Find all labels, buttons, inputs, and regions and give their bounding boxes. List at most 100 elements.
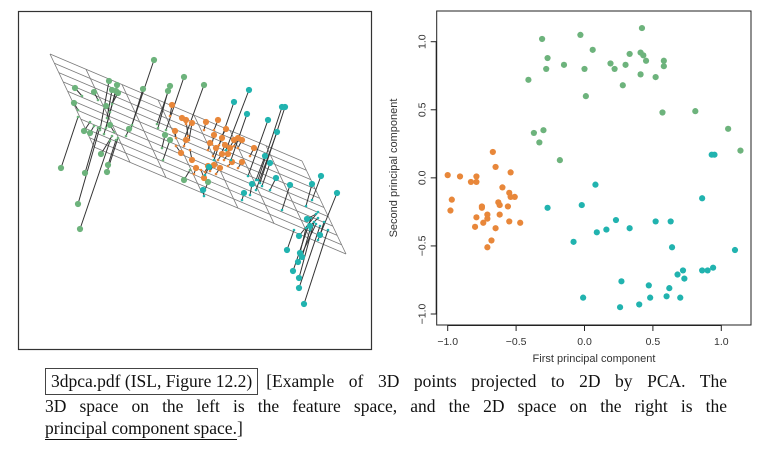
feature-point-green	[204, 178, 212, 186]
data-point-orange	[488, 237, 495, 244]
projection-line	[303, 229, 329, 305]
data-point-green	[544, 54, 551, 62]
projected-point-green	[129, 126, 133, 130]
data-point-orange	[492, 163, 499, 171]
feature-point-green	[164, 87, 172, 95]
projection-line	[60, 116, 79, 169]
plane-grid-line	[89, 137, 342, 246]
feature-point-green	[102, 102, 110, 110]
projected-point-green	[160, 146, 164, 150]
projected-point-green	[124, 134, 128, 138]
feature-point-teal	[205, 163, 213, 171]
projected-point-green	[98, 128, 102, 132]
projected-point-green	[104, 126, 108, 130]
projection-line	[286, 229, 295, 251]
figure-reference-box[interactable]: 3dpca.pdf (ISL, Figure 12.2)	[45, 368, 259, 395]
plot-frame	[436, 10, 752, 326]
projected-point-orange	[236, 166, 240, 170]
projected-point-teal	[240, 198, 244, 202]
projected-point-orange	[174, 144, 178, 148]
data-point-teal	[731, 246, 739, 254]
data-point-green	[543, 65, 550, 73]
projection-line	[255, 131, 278, 191]
caption-line-1: 3dpca.pdf (ISL, Figure 12.2) [Example of …	[45, 368, 727, 395]
projected-point-orange	[226, 164, 230, 168]
data-point-green	[637, 71, 644, 78]
feature-point-green	[106, 121, 114, 129]
projected-point-orange	[203, 170, 207, 174]
data-point-orange	[499, 184, 506, 191]
plane-grid-line	[301, 160, 347, 255]
projected-point-green	[112, 130, 116, 134]
projected-point-teal	[260, 184, 264, 188]
feature-point-green	[86, 129, 94, 137]
feature-point-teal	[295, 284, 303, 292]
data-point-orange	[489, 148, 496, 156]
feature-point-green	[150, 56, 158, 64]
y-tick-label: −1.0	[417, 303, 429, 324]
data-point-orange	[511, 193, 518, 201]
feature-point-teal	[248, 180, 256, 188]
projected-point-teal	[224, 148, 228, 152]
projected-point-teal	[316, 216, 320, 220]
data-point-teal	[636, 301, 643, 308]
data-point-teal	[626, 225, 633, 232]
data-point-teal	[612, 216, 620, 224]
feature-point-teal	[281, 103, 289, 111]
pca-3d-feature-space-plot	[17, 10, 373, 351]
projected-point-teal	[258, 181, 262, 185]
feature-point-orange	[177, 149, 185, 157]
data-point-green	[560, 61, 568, 68]
feature-point-teal	[294, 258, 302, 266]
feature-point-green	[108, 86, 116, 94]
projection-line	[165, 76, 185, 131]
feature-point-green	[114, 89, 122, 97]
data-point-teal	[681, 275, 688, 282]
data-point-teal	[699, 195, 706, 202]
projection-line	[84, 127, 99, 174]
plane-grid-line	[71, 100, 325, 208]
feature-point-orange	[182, 136, 190, 144]
data-point-orange	[471, 223, 479, 230]
feature-point-orange	[171, 127, 179, 135]
projected-point-orange	[188, 148, 192, 152]
data-point-green	[692, 108, 699, 115]
projected-point-green	[105, 116, 109, 120]
projected-point-green	[108, 139, 112, 143]
series-green	[525, 24, 744, 164]
projection-line	[106, 89, 113, 119]
y-tick-label: 0.5	[417, 102, 429, 117]
projected-point-teal	[292, 228, 296, 232]
feature-point-orange	[221, 141, 229, 149]
y-tick-label: −0.5	[417, 235, 429, 256]
data-point-green	[581, 65, 588, 73]
data-point-orange	[467, 178, 475, 186]
data-point-teal	[668, 244, 676, 251]
data-point-green	[611, 65, 618, 73]
data-point-teal	[570, 238, 577, 245]
projected-point-teal	[229, 158, 233, 162]
projected-point-orange	[214, 172, 218, 176]
data-point-orange	[456, 173, 464, 180]
feature-point-teal	[295, 274, 303, 282]
projected-point-orange	[222, 158, 226, 162]
projected-point-green	[92, 124, 96, 128]
data-point-green	[538, 35, 546, 43]
feature-point-teal	[266, 159, 274, 167]
feature-point-orange	[216, 164, 224, 172]
feature-point-orange	[188, 119, 196, 127]
data-point-orange	[447, 207, 454, 214]
plane-grid-line	[85, 69, 131, 163]
feature-point-green	[113, 81, 121, 89]
data-point-green	[607, 60, 614, 67]
y-tick-label: 0.0	[417, 170, 429, 185]
x-tick-label: −0.5	[506, 336, 527, 348]
data-point-orange	[478, 204, 485, 211]
feature-point-teal	[286, 181, 294, 189]
projected-point-teal	[246, 174, 250, 178]
feature-point-teal	[245, 86, 253, 94]
feature-point-teal	[264, 116, 272, 124]
projected-point-orange	[184, 122, 188, 126]
feature-point-green	[57, 164, 65, 172]
data-point-green	[582, 93, 589, 100]
